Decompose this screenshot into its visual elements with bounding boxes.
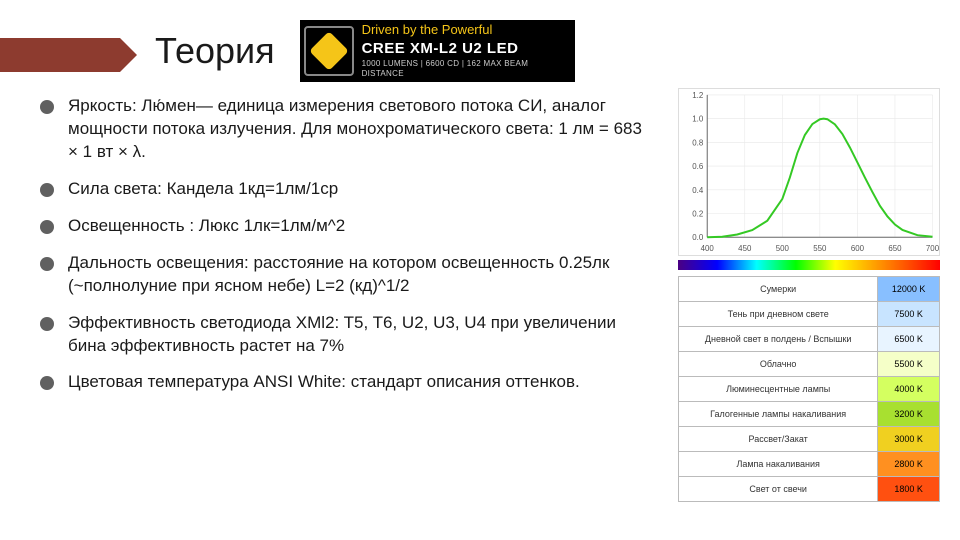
svg-text:1.2: 1.2	[692, 91, 703, 100]
color-temp-value: 1800 K	[878, 477, 940, 502]
svg-text:700: 700	[926, 244, 939, 253]
color-temp-row: Облачно5500 K	[679, 352, 940, 377]
svg-text:650: 650	[888, 244, 902, 253]
color-temp-label: Облачно	[679, 352, 878, 377]
svg-text:500: 500	[776, 244, 790, 253]
color-temp-row: Лампа накаливания2800 K	[679, 452, 940, 477]
led-line3: 1000 LUMENS | 6600 CD | 162 MAX BEAM DIS…	[362, 59, 571, 80]
color-temp-value: 12000 K	[878, 277, 940, 302]
svg-text:1.0: 1.0	[692, 115, 704, 124]
svg-text:0.4: 0.4	[692, 186, 704, 195]
svg-text:0.0: 0.0	[692, 233, 704, 242]
accent-bar	[0, 38, 120, 72]
svg-text:0.2: 0.2	[692, 209, 703, 218]
luminosity-chart: 0.0 0.2 0.4 0.6 0.8 1.0 1.2 400 450 500 550 600 650 7…	[678, 88, 940, 256]
bullet-text: Эффективность светодиода XMl2: T5, T6, U…	[68, 312, 650, 358]
bullet-item: Освещенность : Люкс 1лк=1лм/м^2	[40, 215, 650, 238]
color-temp-value: 5500 K	[878, 352, 940, 377]
visible-spectrum-bar	[678, 260, 940, 270]
led-icon	[304, 26, 354, 76]
color-temp-label: Люминесцентные лампы	[679, 377, 878, 402]
color-temp-value: 3000 K	[878, 427, 940, 452]
color-temp-row: Сумерки12000 K	[679, 277, 940, 302]
led-diamond-icon	[309, 31, 349, 71]
bullet-item: Дальность освещения: расстояние на котор…	[40, 252, 650, 298]
color-temp-label: Тень при дневном свете	[679, 302, 878, 327]
page-title: Теория	[155, 30, 275, 72]
bullet-item: Цветовая температура ANSI White: стандар…	[40, 371, 650, 394]
color-temp-label: Свет от свечи	[679, 477, 878, 502]
bullet-text: Цветовая температура ANSI White: стандар…	[68, 371, 650, 394]
color-temp-label: Лампа накаливания	[679, 452, 878, 477]
bullet-text: Яркость: Лю́мен— единица измерения свето…	[68, 95, 650, 164]
color-temp-row: Тень при дневном свете7500 K	[679, 302, 940, 327]
svg-text:0.6: 0.6	[692, 162, 704, 171]
bullet-text: Сила света: Кандела 1кд=1лм/1ср	[68, 178, 650, 201]
color-temp-value: 4000 K	[878, 377, 940, 402]
led-line1: Driven by the Powerful	[362, 22, 571, 39]
color-temp-label: Сумерки	[679, 277, 878, 302]
bullet-item: Яркость: Лю́мен— единица измерения свето…	[40, 95, 650, 164]
color-temp-label: Дневной свет в полдень / Вспышки	[679, 327, 878, 352]
svg-text:550: 550	[813, 244, 827, 253]
color-temp-row: Люминесцентные лампы4000 K	[679, 377, 940, 402]
color-temp-row: Рассвет/Закат3000 K	[679, 427, 940, 452]
color-temp-value: 3200 K	[878, 402, 940, 427]
color-temp-row: Дневной свет в полдень / Вспышки6500 K	[679, 327, 940, 352]
color-temp-value: 6500 K	[878, 327, 940, 352]
svg-text:400: 400	[701, 244, 715, 253]
color-temp-value: 7500 K	[878, 302, 940, 327]
bullet-item: Эффективность светодиода XMl2: T5, T6, U…	[40, 312, 650, 358]
svg-text:0.8: 0.8	[692, 138, 704, 147]
svg-text:450: 450	[738, 244, 752, 253]
led-badge-text: Driven by the Powerful CREE XM-L2 U2 LED…	[362, 22, 571, 79]
led-badge: Driven by the Powerful CREE XM-L2 U2 LED…	[300, 20, 575, 82]
color-temp-value: 2800 K	[878, 452, 940, 477]
svg-text:600: 600	[851, 244, 865, 253]
bullet-text: Освещенность : Люкс 1лк=1лм/м^2	[68, 215, 650, 238]
bullet-list: Яркость: Лю́мен— единица измерения свето…	[40, 95, 650, 408]
color-temp-row: Свет от свечи1800 K	[679, 477, 940, 502]
color-temp-label: Галогенные лампы накаливания	[679, 402, 878, 427]
color-temp-label: Рассвет/Закат	[679, 427, 878, 452]
color-temperature-table: Сумерки12000 KТень при дневном свете7500…	[678, 276, 940, 502]
bullet-text: Дальность освещения: расстояние на котор…	[68, 252, 650, 298]
color-temp-row: Галогенные лампы накаливания3200 K	[679, 402, 940, 427]
led-line2: CREE XM-L2 U2 LED	[362, 39, 571, 59]
bullet-item: Сила света: Кандела 1кд=1лм/1ср	[40, 178, 650, 201]
